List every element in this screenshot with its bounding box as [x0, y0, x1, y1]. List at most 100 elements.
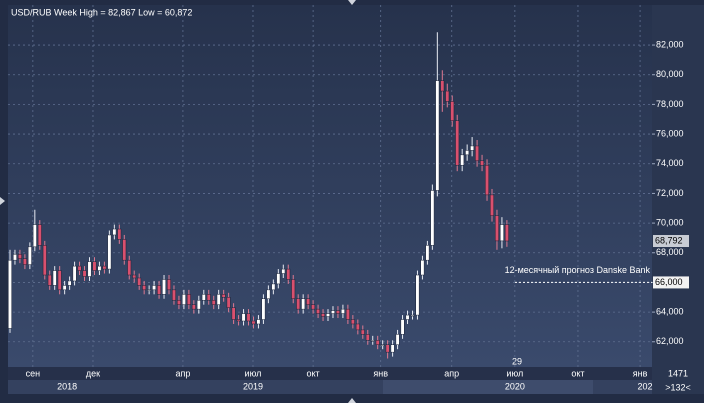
y-tick-label: 62,000: [656, 336, 684, 346]
candle-body: [127, 259, 132, 276]
candle-body: [266, 289, 271, 300]
candle-body: [87, 261, 92, 277]
x-tick-label: янв: [633, 368, 648, 378]
candle-body: [420, 259, 425, 276]
candle-body: [316, 308, 321, 314]
candle-body: [162, 279, 166, 295]
candle-body: [485, 164, 489, 196]
candle-body: [355, 323, 360, 331]
candle-body: [152, 285, 157, 291]
candle-body: [201, 294, 206, 301]
x-tick-label: апр: [444, 368, 459, 378]
candle-body: [142, 285, 147, 291]
y-tick-label: 74,000: [656, 158, 684, 168]
x-tick-label: июл: [506, 368, 523, 378]
scroll-arrow[interactable]: [0, 197, 5, 205]
forecast-box: [653, 276, 689, 289]
candle-body: [92, 261, 97, 271]
candle-body: [256, 319, 261, 325]
candle-body: [465, 150, 470, 156]
candle-body: [196, 299, 201, 310]
candle-body: [475, 145, 480, 162]
x-tick-label: апр: [175, 368, 190, 378]
candle-body: [42, 245, 47, 276]
candle-body: [311, 304, 316, 310]
candle-body: [206, 294, 211, 301]
candle-body: [122, 239, 127, 261]
candle-body: [167, 279, 171, 291]
y-tick-label: 64,000: [656, 306, 684, 316]
counter-panel: [652, 367, 704, 394]
candle-body: [286, 268, 291, 280]
y-tick-label: 82,000: [656, 39, 684, 49]
plot-area: [8, 5, 652, 367]
candle-body: [211, 299, 216, 305]
candle-body: [435, 80, 440, 191]
candle-body: [47, 274, 52, 286]
candle-body: [306, 298, 311, 305]
candle-body: [13, 253, 17, 261]
candle-body: [321, 313, 325, 317]
candle-body: [395, 334, 400, 345]
year-band: [383, 380, 593, 394]
candle-body: [82, 270, 87, 277]
forecast-price: 66,000: [655, 277, 683, 287]
candle-body: [181, 294, 186, 305]
candle-body: [430, 190, 435, 246]
candle-body: [440, 80, 445, 92]
candle-body: [221, 294, 226, 298]
candle-body: [499, 224, 504, 242]
y-axis-panel: [652, 5, 704, 367]
candle-body: [336, 310, 340, 314]
day-label: 29: [512, 356, 522, 366]
x-tick-label: окт: [571, 368, 584, 378]
candle-body: [291, 279, 296, 300]
candle-body: [345, 308, 350, 320]
candle-body: [17, 253, 22, 259]
x-tick-label: дек: [86, 368, 100, 378]
candle-body: [271, 283, 276, 291]
candle-body: [460, 154, 465, 166]
candle-body: [340, 308, 345, 314]
candle-body: [137, 277, 142, 286]
candle-body: [27, 246, 32, 265]
candle-body: [77, 265, 82, 271]
x-tick-label: июл: [245, 368, 262, 378]
candle-body: [504, 224, 509, 242]
candle-body: [67, 280, 72, 286]
candle-body: [281, 268, 286, 274]
candle-body: [350, 319, 355, 325]
year-label: 2019: [243, 381, 263, 391]
candle-body: [246, 313, 251, 322]
candle-body: [157, 285, 162, 295]
scroll-arrow[interactable]: [348, 0, 356, 5]
candle-body: [62, 285, 67, 291]
candle-body: [425, 245, 430, 261]
candle-body: [186, 294, 191, 305]
x-tick-label: окт: [307, 368, 320, 378]
forecast-text: 12-месячный прогноз Danske Bank: [505, 265, 651, 275]
scroll-arrow[interactable]: [348, 398, 356, 403]
candle-body: [172, 289, 176, 301]
y-tick-label: 78,000: [656, 99, 684, 109]
y-tick-label: 70,000: [656, 217, 684, 227]
month-row: [8, 367, 652, 380]
candle-body: [107, 234, 112, 270]
candle-body: [236, 319, 241, 322]
candle-body: [331, 310, 335, 314]
candle-body: [37, 224, 42, 246]
candle-body: [226, 297, 231, 308]
candle-body: [52, 270, 57, 286]
candle-body: [480, 160, 485, 166]
candle-body: [410, 314, 415, 317]
candle-body: [450, 101, 455, 121]
last-price: 68,792: [655, 235, 683, 245]
candle-body: [370, 340, 375, 342]
last-price-box: [653, 235, 689, 248]
y-tick-label: 68,000: [656, 247, 684, 257]
candle-body: [241, 313, 246, 322]
candle-body: [231, 307, 236, 320]
candle-body: [296, 298, 301, 310]
x-tick-label: янв: [373, 368, 388, 378]
candle-body: [261, 298, 266, 320]
